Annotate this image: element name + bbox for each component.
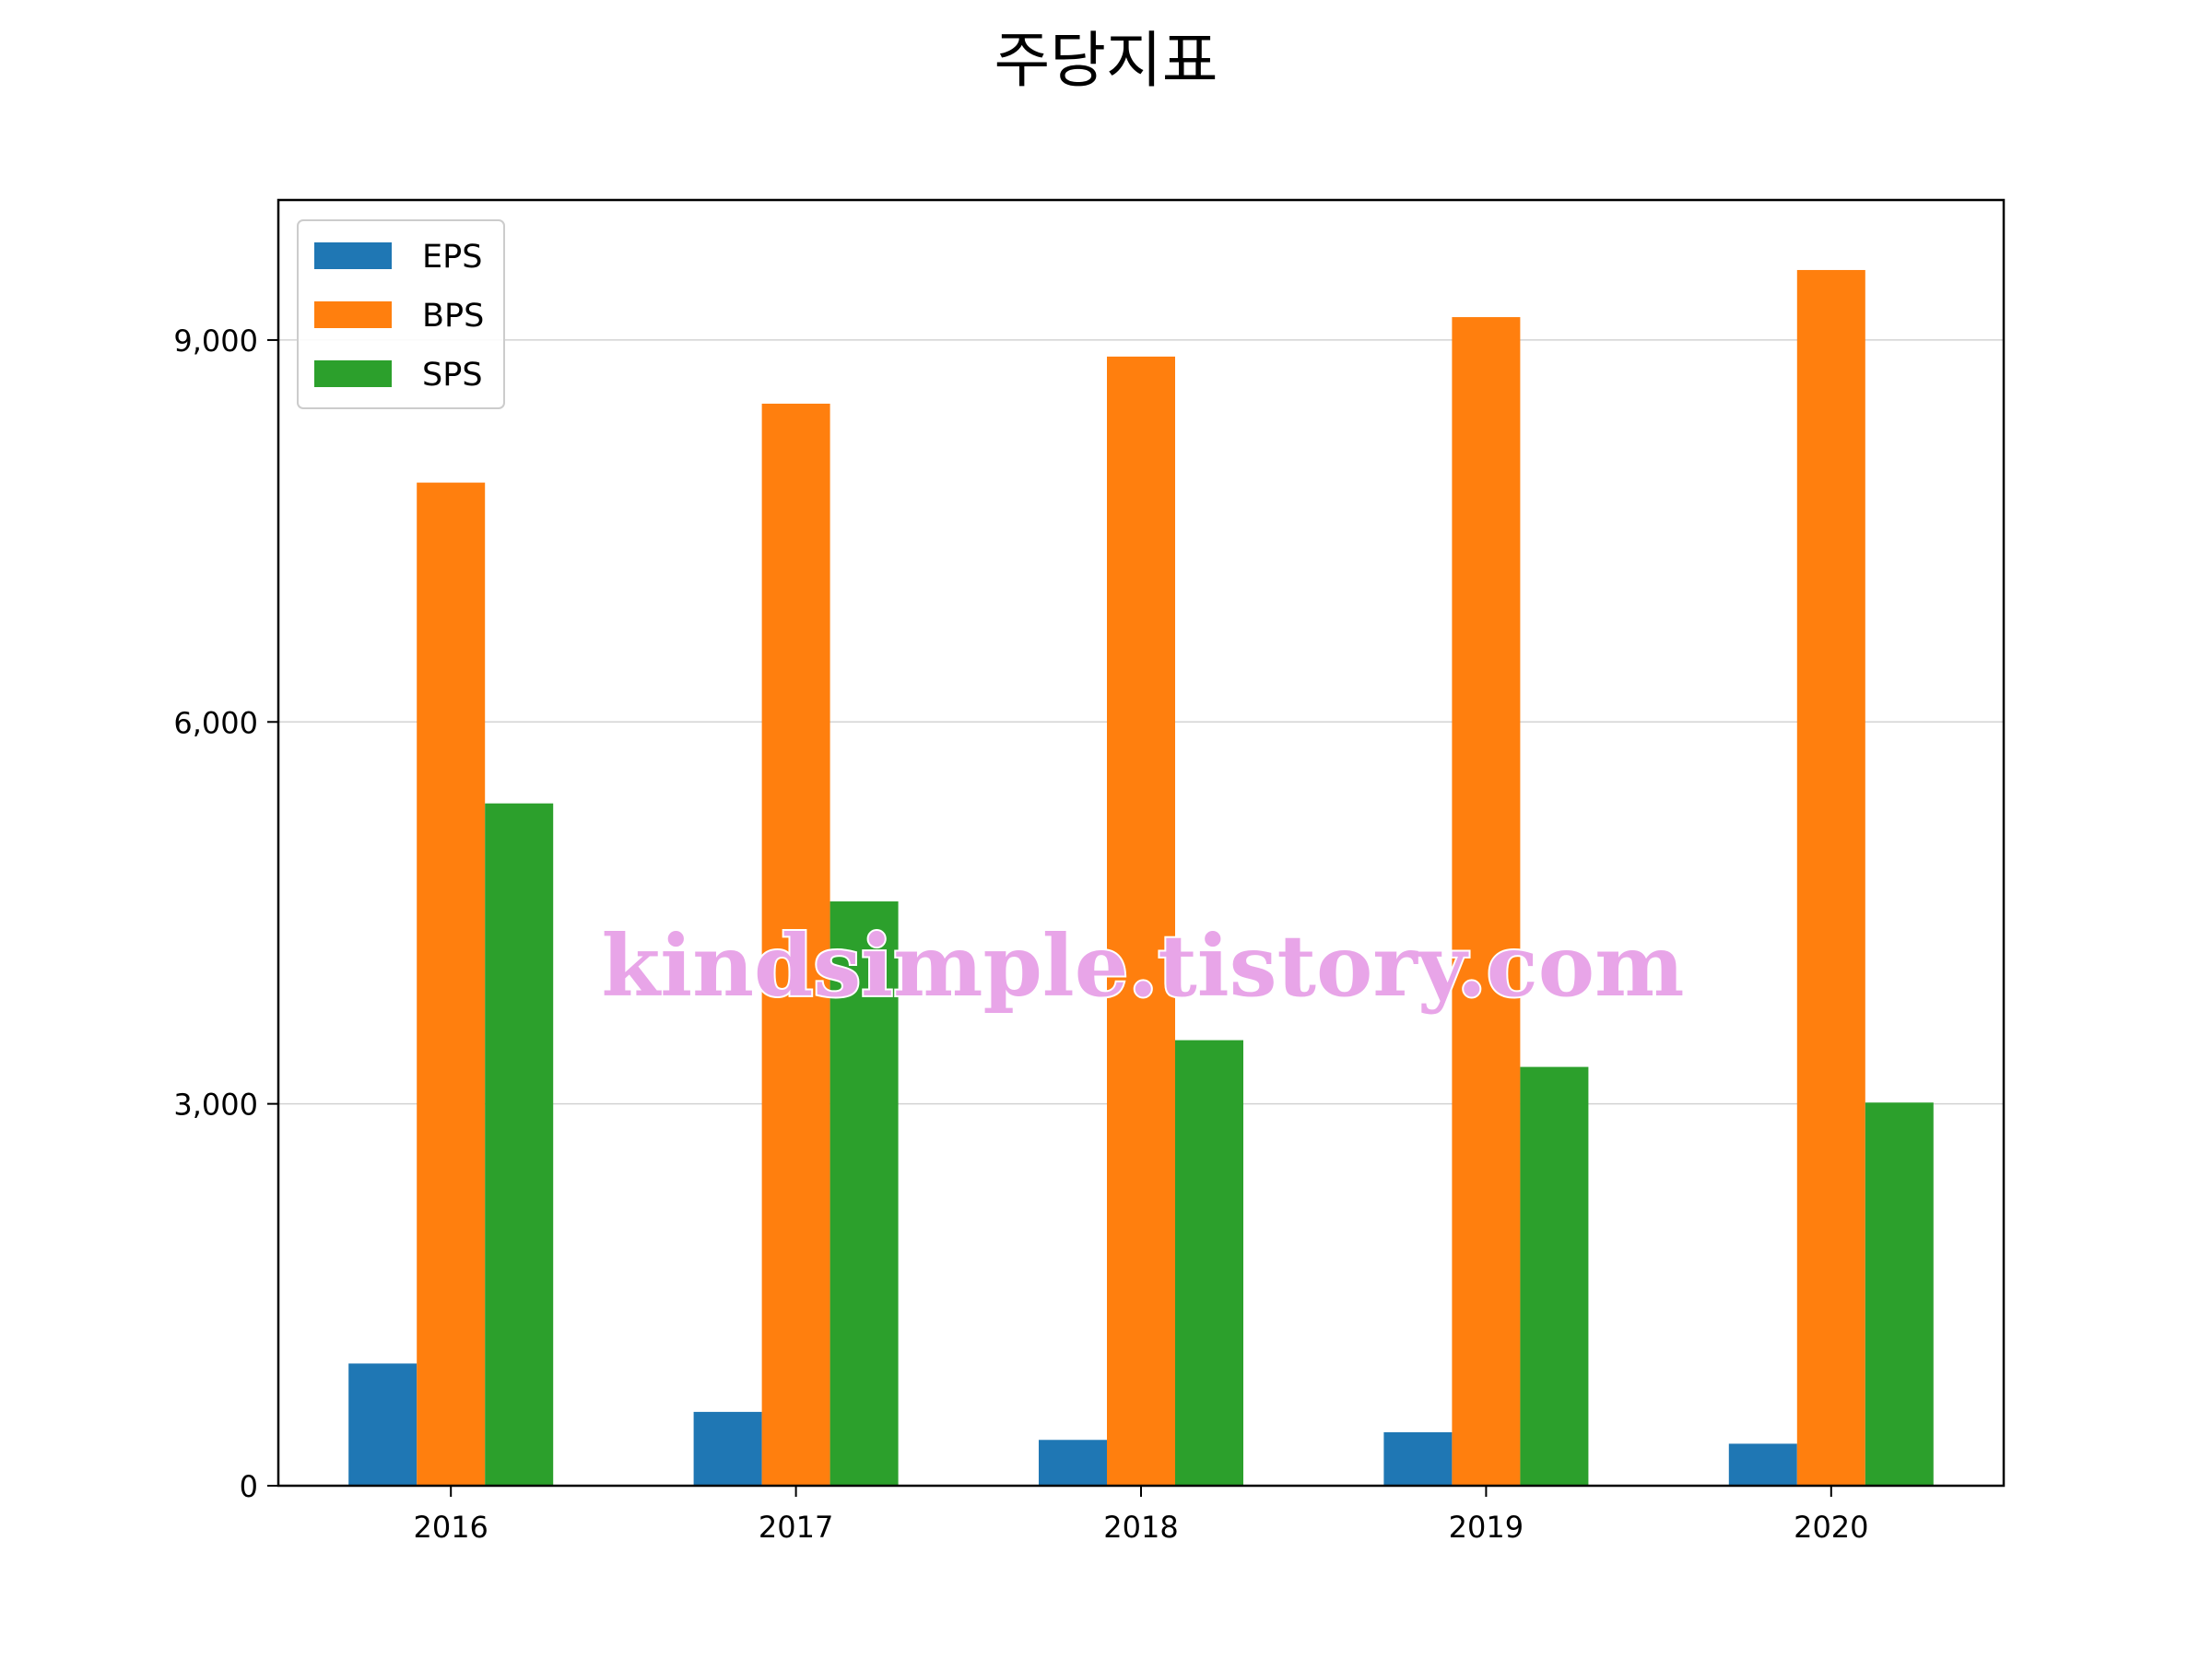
y-axis: 0 3,000 6,000 9,000 <box>173 324 278 1504</box>
bar-group-2019 <box>1383 317 1589 1486</box>
chart-title: 주당지표 <box>994 25 1218 96</box>
legend: EPS BPS SPS <box>297 219 505 409</box>
legend-item-eps: EPS <box>314 239 482 276</box>
y-tick-label: 9,000 <box>173 324 258 359</box>
x-tick-label: 2016 <box>413 1510 488 1545</box>
bar-group-2018 <box>1039 356 1243 1487</box>
bar-group-2017 <box>693 403 899 1486</box>
bar-group-2020 <box>1728 269 1934 1486</box>
bar-eps-2019 <box>1383 1431 1453 1486</box>
legend-label: SPS <box>422 357 483 394</box>
bar-sps-2020 <box>1865 1102 1934 1486</box>
x-tick-label: 2020 <box>1794 1510 1868 1545</box>
legend-label: EPS <box>422 239 482 276</box>
x-tick-label: 2019 <box>1449 1510 1524 1545</box>
bar-eps-2016 <box>348 1363 418 1486</box>
legend-label: BPS <box>422 298 484 335</box>
bars <box>348 269 1934 1487</box>
bar-group-2016 <box>348 482 554 1486</box>
bar-eps-2017 <box>693 1411 762 1486</box>
x-tick-label: 2017 <box>759 1510 833 1545</box>
bar-sps-2016 <box>485 803 554 1486</box>
bar-bps-2016 <box>417 482 486 1486</box>
bar-bps-2018 <box>1107 356 1175 1487</box>
legend-swatch <box>314 360 392 387</box>
bar-eps-2020 <box>1728 1443 1797 1486</box>
bar-sps-2018 <box>1175 1040 1243 1486</box>
bar-sps-2017 <box>830 901 899 1486</box>
bar-sps-2019 <box>1520 1066 1589 1486</box>
bar-bps-2020 <box>1796 269 1865 1486</box>
legend-item-sps: SPS <box>314 357 483 394</box>
legend-swatch <box>314 242 392 269</box>
x-axis: 2016 2017 2018 2019 2020 <box>413 1486 1869 1545</box>
legend-item-bps: BPS <box>314 298 484 335</box>
bar-bps-2017 <box>761 403 830 1486</box>
legend-swatch <box>314 301 392 328</box>
y-tick-label: 6,000 <box>173 705 258 740</box>
y-tick-label: 3,000 <box>173 1088 258 1123</box>
bar-bps-2019 <box>1452 317 1521 1486</box>
x-tick-label: 2018 <box>1103 1510 1178 1545</box>
bar-eps-2018 <box>1039 1440 1107 1486</box>
y-tick-label: 0 <box>240 1469 258 1504</box>
watermark: kindsimple.tistory.com <box>601 916 1684 1016</box>
